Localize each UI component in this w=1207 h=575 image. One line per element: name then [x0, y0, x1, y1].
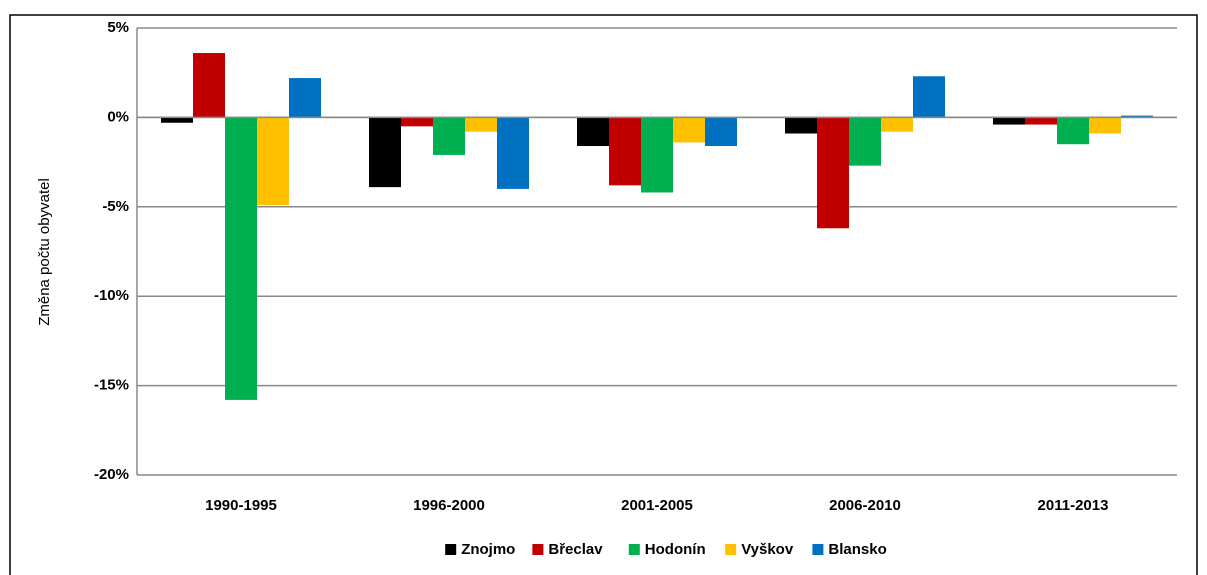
bar: [705, 117, 737, 147]
y-tick-label: -15%: [94, 377, 129, 394]
bar: [465, 117, 497, 132]
x-tick-label: 1996-2000: [413, 497, 485, 514]
bar: [1089, 117, 1121, 134]
bar: [609, 117, 641, 186]
bar: [401, 117, 433, 127]
bar: [257, 117, 289, 206]
y-tick-label: -20%: [94, 466, 129, 483]
y-tick-label: -5%: [102, 198, 129, 215]
bar: [673, 117, 705, 143]
x-tick-label: 2006-2010: [829, 497, 901, 514]
legend-label: Břeclav: [548, 541, 603, 558]
legend-swatch: [445, 544, 457, 555]
y-tick-label: -10%: [94, 287, 129, 304]
bar: [369, 117, 401, 188]
x-tick-label: 2011-2013: [1038, 497, 1109, 514]
bar: [289, 78, 321, 118]
legend-swatch: [532, 544, 544, 555]
y-tick-label: 0%: [107, 108, 129, 125]
bar: [993, 117, 1025, 125]
legend-label: Znojmo: [461, 541, 515, 558]
bar: [785, 117, 817, 134]
legend-label: Blansko: [828, 541, 886, 558]
bar: [1025, 117, 1057, 125]
bar: [1121, 115, 1153, 118]
bar: [881, 117, 913, 132]
legend-swatch: [628, 544, 640, 555]
bar: [1057, 117, 1089, 145]
bar: [433, 117, 465, 155]
y-tick-label: 5%: [107, 19, 129, 36]
bar: [577, 117, 609, 147]
legend-label: Vyškov: [741, 541, 794, 558]
bar: [497, 117, 529, 189]
bar: [193, 53, 225, 118]
bar: [641, 117, 673, 193]
legend-swatch: [725, 544, 737, 555]
x-tick-label: 2001-2005: [621, 497, 693, 514]
x-tick-label: 1990-1995: [205, 497, 277, 514]
y-axis-label: Změna počtu obyvatel: [36, 178, 53, 326]
bar: [161, 117, 193, 123]
bar: [849, 117, 881, 166]
bar: [225, 117, 257, 400]
bar: [817, 117, 849, 229]
bar: [913, 76, 945, 118]
legend-label: Hodonín: [645, 541, 706, 558]
legend-swatch: [812, 544, 824, 555]
chart-frame: [9, 14, 1198, 575]
